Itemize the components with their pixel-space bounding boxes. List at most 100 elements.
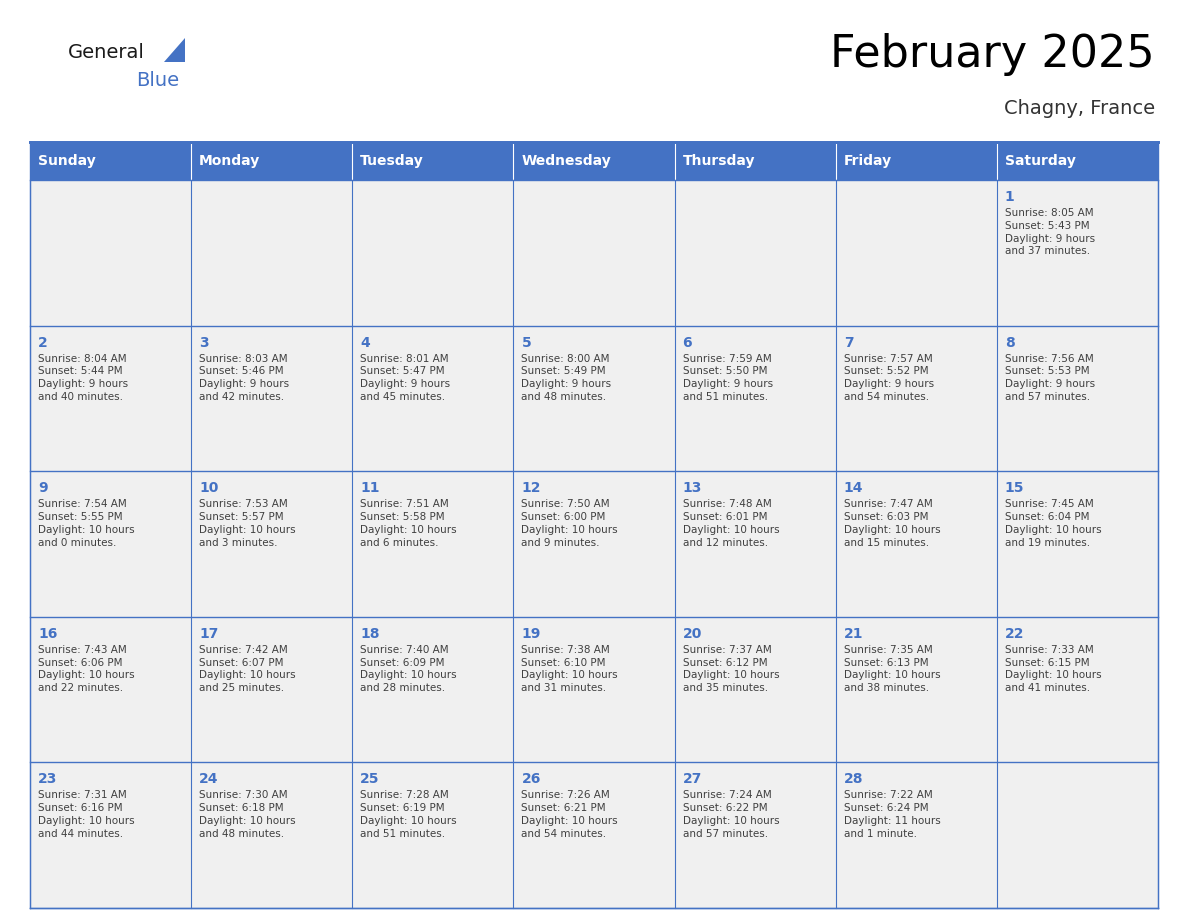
Text: Sunrise: 7:51 AM
Sunset: 5:58 PM
Daylight: 10 hours
and 6 minutes.: Sunrise: 7:51 AM Sunset: 5:58 PM Dayligh… [360, 499, 457, 548]
Bar [997, 617, 1158, 763]
Bar [30, 617, 191, 763]
Bar [30, 763, 191, 908]
Text: 6: 6 [683, 336, 693, 350]
Text: Sunrise: 7:35 AM
Sunset: 6:13 PM
Daylight: 10 hours
and 38 minutes.: Sunrise: 7:35 AM Sunset: 6:13 PM Dayligh… [843, 644, 941, 693]
Bar [30, 142, 191, 180]
Text: 17: 17 [200, 627, 219, 641]
Text: 28: 28 [843, 772, 864, 787]
Text: Friday: Friday [843, 154, 892, 168]
Bar [30, 180, 191, 326]
Text: 9: 9 [38, 481, 48, 495]
Text: 25: 25 [360, 772, 380, 787]
Bar [191, 617, 353, 763]
Bar [997, 326, 1158, 471]
Bar [835, 763, 997, 908]
Text: Chagny, France: Chagny, France [1004, 98, 1155, 118]
Bar [353, 326, 513, 471]
Text: 24: 24 [200, 772, 219, 787]
Bar [997, 471, 1158, 617]
Bar [675, 763, 835, 908]
Text: Saturday: Saturday [1005, 154, 1075, 168]
Text: 22: 22 [1005, 627, 1024, 641]
Bar [191, 326, 353, 471]
Bar [191, 180, 353, 326]
Text: Sunrise: 7:54 AM
Sunset: 5:55 PM
Daylight: 10 hours
and 0 minutes.: Sunrise: 7:54 AM Sunset: 5:55 PM Dayligh… [38, 499, 134, 548]
Bar [513, 142, 675, 180]
Bar [675, 617, 835, 763]
Bar [513, 617, 675, 763]
Bar [513, 326, 675, 471]
Text: 14: 14 [843, 481, 864, 495]
Text: 18: 18 [360, 627, 380, 641]
Text: Sunrise: 8:01 AM
Sunset: 5:47 PM
Daylight: 9 hours
and 45 minutes.: Sunrise: 8:01 AM Sunset: 5:47 PM Dayligh… [360, 353, 450, 402]
Text: 4: 4 [360, 336, 369, 350]
Text: Sunrise: 8:04 AM
Sunset: 5:44 PM
Daylight: 9 hours
and 40 minutes.: Sunrise: 8:04 AM Sunset: 5:44 PM Dayligh… [38, 353, 128, 402]
Bar [835, 180, 997, 326]
Text: Sunrise: 7:38 AM
Sunset: 6:10 PM
Daylight: 10 hours
and 31 minutes.: Sunrise: 7:38 AM Sunset: 6:10 PM Dayligh… [522, 644, 618, 693]
Text: 15: 15 [1005, 481, 1024, 495]
Text: 21: 21 [843, 627, 864, 641]
Text: 26: 26 [522, 772, 541, 787]
Text: General: General [68, 42, 145, 62]
Bar [353, 142, 513, 180]
Text: Sunrise: 7:31 AM
Sunset: 6:16 PM
Daylight: 10 hours
and 44 minutes.: Sunrise: 7:31 AM Sunset: 6:16 PM Dayligh… [38, 790, 134, 839]
Text: Sunrise: 7:47 AM
Sunset: 6:03 PM
Daylight: 10 hours
and 15 minutes.: Sunrise: 7:47 AM Sunset: 6:03 PM Dayligh… [843, 499, 941, 548]
Text: 13: 13 [683, 481, 702, 495]
Text: Sunrise: 7:28 AM
Sunset: 6:19 PM
Daylight: 10 hours
and 51 minutes.: Sunrise: 7:28 AM Sunset: 6:19 PM Dayligh… [360, 790, 457, 839]
Bar [353, 617, 513, 763]
Text: 8: 8 [1005, 336, 1015, 350]
Bar [835, 142, 997, 180]
Text: Sunrise: 7:53 AM
Sunset: 5:57 PM
Daylight: 10 hours
and 3 minutes.: Sunrise: 7:53 AM Sunset: 5:57 PM Dayligh… [200, 499, 296, 548]
Bar [513, 763, 675, 908]
Text: Blue: Blue [135, 71, 179, 89]
Bar [835, 326, 997, 471]
Text: Tuesday: Tuesday [360, 154, 424, 168]
Text: 7: 7 [843, 336, 853, 350]
Text: Sunrise: 7:43 AM
Sunset: 6:06 PM
Daylight: 10 hours
and 22 minutes.: Sunrise: 7:43 AM Sunset: 6:06 PM Dayligh… [38, 644, 134, 693]
Text: Sunrise: 8:00 AM
Sunset: 5:49 PM
Daylight: 9 hours
and 48 minutes.: Sunrise: 8:00 AM Sunset: 5:49 PM Dayligh… [522, 353, 612, 402]
Bar [353, 471, 513, 617]
Bar [675, 180, 835, 326]
Polygon shape [164, 38, 185, 62]
Bar [30, 471, 191, 617]
Text: 23: 23 [38, 772, 57, 787]
Text: 11: 11 [360, 481, 380, 495]
Bar [513, 471, 675, 617]
Text: Sunrise: 7:56 AM
Sunset: 5:53 PM
Daylight: 9 hours
and 57 minutes.: Sunrise: 7:56 AM Sunset: 5:53 PM Dayligh… [1005, 353, 1095, 402]
Bar [675, 142, 835, 180]
Text: Thursday: Thursday [683, 154, 756, 168]
Bar [513, 180, 675, 326]
Text: 5: 5 [522, 336, 531, 350]
Bar [675, 471, 835, 617]
Bar [191, 142, 353, 180]
Text: Sunrise: 7:57 AM
Sunset: 5:52 PM
Daylight: 9 hours
and 54 minutes.: Sunrise: 7:57 AM Sunset: 5:52 PM Dayligh… [843, 353, 934, 402]
Text: Sunrise: 7:33 AM
Sunset: 6:15 PM
Daylight: 10 hours
and 41 minutes.: Sunrise: 7:33 AM Sunset: 6:15 PM Dayligh… [1005, 644, 1101, 693]
Bar [835, 471, 997, 617]
Text: Wednesday: Wednesday [522, 154, 611, 168]
Text: Sunrise: 7:26 AM
Sunset: 6:21 PM
Daylight: 10 hours
and 54 minutes.: Sunrise: 7:26 AM Sunset: 6:21 PM Dayligh… [522, 790, 618, 839]
Bar [835, 617, 997, 763]
Text: February 2025: February 2025 [830, 33, 1155, 76]
Text: 12: 12 [522, 481, 541, 495]
Text: 20: 20 [683, 627, 702, 641]
Text: 27: 27 [683, 772, 702, 787]
Bar [997, 180, 1158, 326]
Text: Monday: Monday [200, 154, 260, 168]
Bar [997, 763, 1158, 908]
Text: 19: 19 [522, 627, 541, 641]
Text: 10: 10 [200, 481, 219, 495]
Bar [353, 180, 513, 326]
Bar [30, 326, 191, 471]
Text: Sunday: Sunday [38, 154, 96, 168]
Text: Sunrise: 7:42 AM
Sunset: 6:07 PM
Daylight: 10 hours
and 25 minutes.: Sunrise: 7:42 AM Sunset: 6:07 PM Dayligh… [200, 644, 296, 693]
Text: Sunrise: 8:05 AM
Sunset: 5:43 PM
Daylight: 9 hours
and 37 minutes.: Sunrise: 8:05 AM Sunset: 5:43 PM Dayligh… [1005, 208, 1095, 256]
Text: Sunrise: 7:50 AM
Sunset: 6:00 PM
Daylight: 10 hours
and 9 minutes.: Sunrise: 7:50 AM Sunset: 6:00 PM Dayligh… [522, 499, 618, 548]
Text: 1: 1 [1005, 190, 1015, 204]
Text: Sunrise: 7:59 AM
Sunset: 5:50 PM
Daylight: 9 hours
and 51 minutes.: Sunrise: 7:59 AM Sunset: 5:50 PM Dayligh… [683, 353, 772, 402]
Text: 3: 3 [200, 336, 209, 350]
Text: 2: 2 [38, 336, 48, 350]
Text: Sunrise: 7:45 AM
Sunset: 6:04 PM
Daylight: 10 hours
and 19 minutes.: Sunrise: 7:45 AM Sunset: 6:04 PM Dayligh… [1005, 499, 1101, 548]
Text: Sunrise: 7:30 AM
Sunset: 6:18 PM
Daylight: 10 hours
and 48 minutes.: Sunrise: 7:30 AM Sunset: 6:18 PM Dayligh… [200, 790, 296, 839]
Bar [191, 763, 353, 908]
Bar [191, 471, 353, 617]
